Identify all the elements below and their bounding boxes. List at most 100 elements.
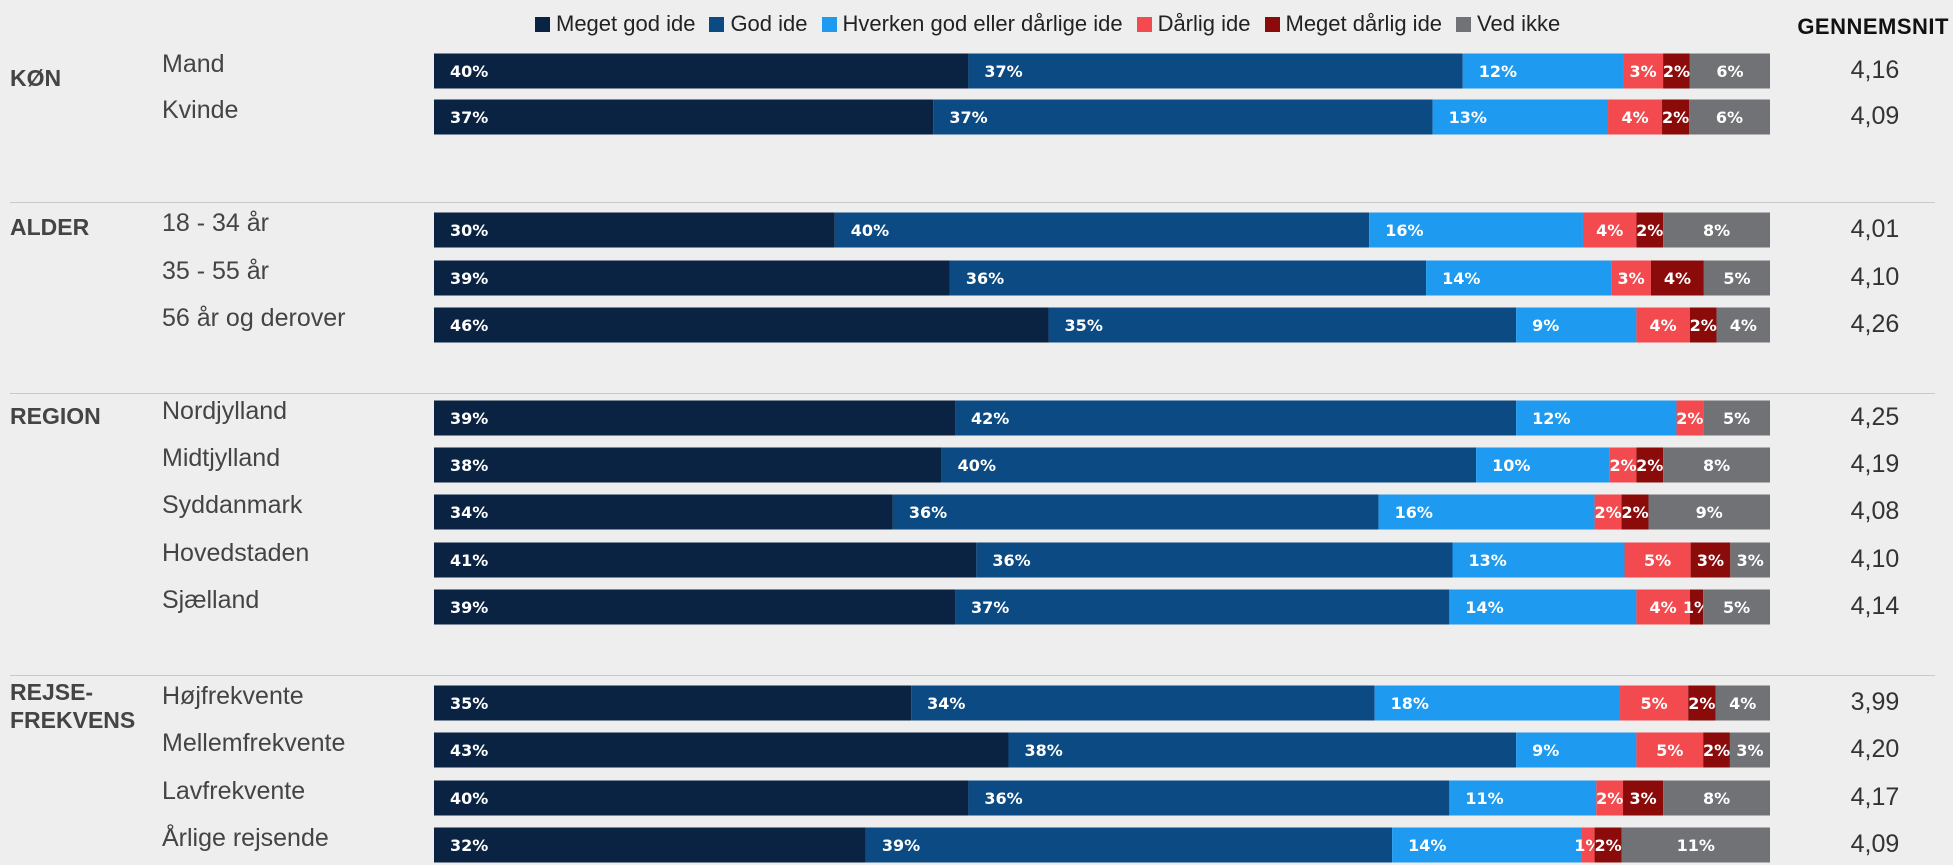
bar-data-label: 2% bbox=[1676, 409, 1703, 428]
bar-segment bbox=[1636, 589, 1690, 625]
bar-segment bbox=[1452, 542, 1625, 578]
bar-data-label: 2% bbox=[1594, 836, 1621, 855]
average-value: 4,26 bbox=[1850, 310, 1900, 338]
legend-label: God ide bbox=[730, 11, 808, 36]
bar-data-label: 2% bbox=[1596, 789, 1623, 808]
bar-segment bbox=[1650, 260, 1704, 296]
bar-segment bbox=[1689, 99, 1770, 135]
average-value: 3,99 bbox=[1850, 688, 1900, 716]
bar-segment bbox=[1621, 494, 1649, 530]
bar-data-label: 4% bbox=[1650, 598, 1677, 617]
bar-segment bbox=[1690, 542, 1731, 578]
row-label: Lavfrekvente bbox=[162, 777, 306, 805]
bar-segment bbox=[1581, 827, 1595, 863]
bar-data-label: 35% bbox=[450, 694, 488, 713]
bar-segment bbox=[1730, 542, 1770, 578]
bar-data-label: 8% bbox=[1703, 221, 1730, 240]
average-value: 4,01 bbox=[1850, 215, 1900, 243]
bar-segment bbox=[1663, 447, 1770, 483]
row-label: Mand bbox=[162, 50, 225, 78]
bar-data-label: 2% bbox=[1690, 316, 1717, 335]
bar-segment bbox=[1689, 307, 1717, 343]
bar-segment bbox=[1582, 212, 1637, 248]
group-label: REJSE- FREKVENS bbox=[10, 679, 136, 733]
bar-data-label: 4% bbox=[1621, 108, 1648, 127]
bar-data-label: 32% bbox=[450, 836, 488, 855]
bar-data-label: 36% bbox=[984, 789, 1022, 808]
bar-data-label: 46% bbox=[450, 316, 488, 335]
bar-data-label: 3% bbox=[1629, 62, 1656, 81]
average-value: 4,10 bbox=[1850, 545, 1900, 573]
bar-data-label: 2% bbox=[1636, 221, 1663, 240]
bar-data-label: 40% bbox=[450, 789, 488, 808]
bar-data-label: 40% bbox=[851, 221, 889, 240]
bar-segment bbox=[1662, 99, 1690, 135]
bar-data-label: 39% bbox=[882, 836, 920, 855]
bar-data-label: 9% bbox=[1696, 503, 1723, 522]
bar-data-label: 2% bbox=[1662, 108, 1689, 127]
average-value: 4,09 bbox=[1850, 102, 1900, 130]
bar-data-label: 39% bbox=[450, 409, 488, 428]
group-separator bbox=[10, 675, 1935, 676]
bar-segment bbox=[1636, 447, 1664, 483]
bar-segment bbox=[1689, 53, 1770, 89]
legend-swatch bbox=[1136, 16, 1152, 32]
bar-data-label: 4% bbox=[1650, 316, 1677, 335]
legend-label: Dårlig ide bbox=[1157, 11, 1251, 36]
legend-item: Dårlig ide bbox=[1136, 11, 1251, 37]
legend-item: Meget dårlig ide bbox=[1264, 11, 1443, 37]
bar-segment bbox=[1648, 494, 1770, 530]
bar-segment bbox=[1378, 494, 1595, 530]
bar-data-label: 3% bbox=[1618, 269, 1645, 288]
bar-segment bbox=[1620, 685, 1689, 721]
row-label: 18 - 34 år bbox=[162, 209, 270, 237]
bar-data-label: 5% bbox=[1723, 409, 1750, 428]
row-label: 35 - 55 år bbox=[162, 257, 270, 285]
bar-data-label: 36% bbox=[909, 503, 947, 522]
legend-label: Ved ikke bbox=[1477, 11, 1561, 36]
bar-segment bbox=[911, 685, 1375, 721]
average-value: 4,20 bbox=[1850, 735, 1900, 763]
bar-segment bbox=[1426, 260, 1612, 296]
bar-data-label: 38% bbox=[1024, 741, 1062, 760]
bar-data-label: 5% bbox=[1644, 551, 1671, 570]
bar-data-label: 5% bbox=[1656, 741, 1683, 760]
bar-segment bbox=[1596, 780, 1624, 816]
bar-data-label: 8% bbox=[1703, 456, 1730, 475]
average-value: 4,16 bbox=[1850, 56, 1900, 84]
bar-data-label: 3% bbox=[1697, 551, 1724, 570]
row-label: Syddanmark bbox=[162, 491, 303, 519]
bar-data-label: 4% bbox=[1730, 316, 1757, 335]
bar-segment bbox=[968, 53, 1463, 89]
legend-label: Meget dårlig ide bbox=[1285, 11, 1443, 36]
bar-data-label: 3% bbox=[1736, 741, 1763, 760]
bar-segment bbox=[1703, 400, 1770, 436]
bar-data-label: 36% bbox=[966, 269, 1004, 288]
legend-label: Meget god ide bbox=[556, 11, 696, 36]
legend-item: God ide bbox=[709, 11, 808, 37]
bar-data-label: 16% bbox=[1395, 503, 1433, 522]
bar-data-label: 13% bbox=[1449, 108, 1487, 127]
average-value: 4,10 bbox=[1850, 263, 1900, 291]
bar-segment bbox=[1462, 53, 1624, 89]
bar-segment bbox=[1048, 307, 1517, 343]
bar-data-label: 40% bbox=[450, 62, 488, 81]
bar-segment bbox=[434, 589, 956, 625]
bar-segment bbox=[1689, 589, 1704, 625]
average-column-header: GENNEMSNIT bbox=[1797, 14, 1949, 39]
bar-segment bbox=[1623, 780, 1664, 816]
legend-swatch bbox=[709, 16, 725, 32]
bar-segment bbox=[1715, 685, 1770, 721]
bar-segment bbox=[1369, 212, 1583, 248]
bar-data-label: 2% bbox=[1609, 456, 1636, 475]
bar-segment bbox=[434, 685, 912, 721]
bar-data-label: 3% bbox=[1629, 789, 1656, 808]
bar-data-label: 12% bbox=[1532, 409, 1570, 428]
bar-data-label: 2% bbox=[1688, 694, 1715, 713]
bar-segment bbox=[834, 212, 1370, 248]
bar-segment bbox=[941, 447, 1477, 483]
bar-data-label: 13% bbox=[1469, 551, 1507, 570]
bar-data-label: 14% bbox=[1442, 269, 1480, 288]
average-value: 4,17 bbox=[1850, 783, 1900, 811]
